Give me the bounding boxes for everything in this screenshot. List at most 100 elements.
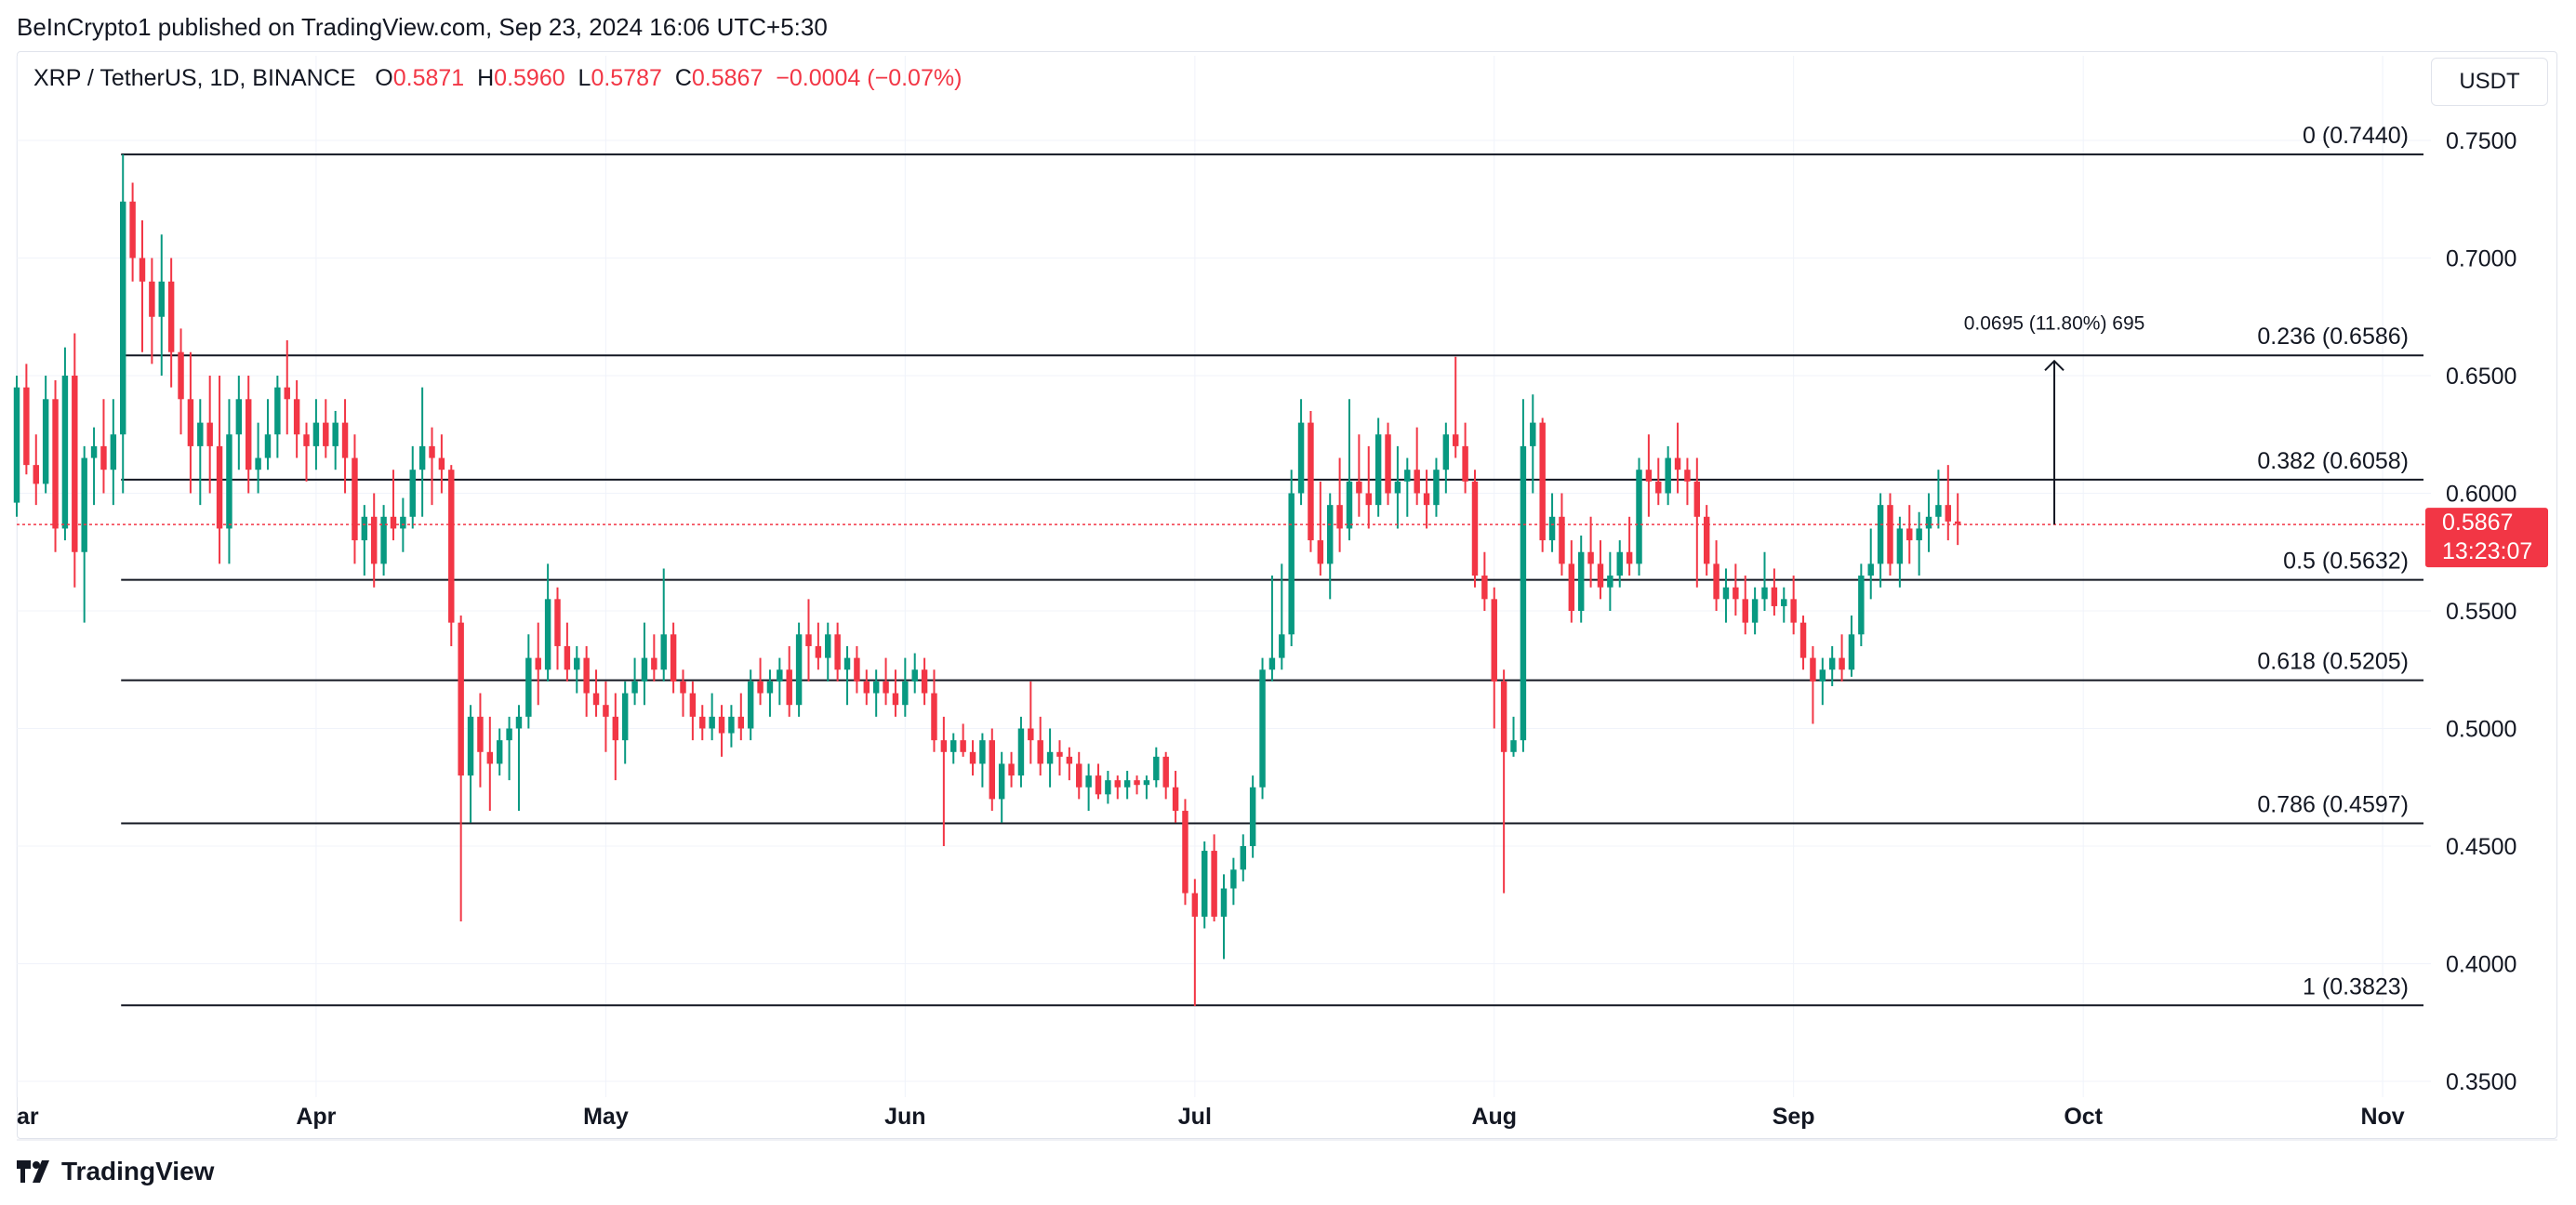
- candle-body: [757, 681, 764, 694]
- candle-body: [1442, 434, 1450, 470]
- candle-body: [100, 445, 107, 470]
- brand-text: TradingView: [61, 1157, 215, 1185]
- candle: [931, 669, 937, 752]
- candle-body: [883, 681, 889, 694]
- low-value: 0.5787: [591, 65, 662, 91]
- candle: [293, 380, 300, 458]
- candle: [1713, 540, 1720, 611]
- candle: [709, 693, 715, 741]
- candle: [989, 728, 996, 812]
- candle: [737, 693, 745, 741]
- axis-layer: 0.7500 0.7000 0.6500 0.6000 0.5500 0.5000 0.45…: [17, 128, 2548, 1130]
- candle-body: [158, 281, 165, 317]
- candle-body: [1085, 775, 1092, 788]
- candle-body: [1066, 756, 1073, 764]
- fibonacci-retracement[interactable]: 0 (0.7440) 0.236 (0.6586) 0.382 (0.6058) 0.…: [121, 123, 2423, 1007]
- candle-body: [418, 445, 426, 470]
- candle: [641, 622, 648, 706]
- candle: [1327, 493, 1334, 600]
- candle-body: [1202, 851, 1208, 917]
- candle: [1433, 457, 1440, 517]
- candle-body: [312, 422, 320, 446]
- candle-body: [1510, 740, 1517, 752]
- candle-body: [1597, 563, 1604, 588]
- candle-body: [564, 645, 571, 670]
- candle: [1577, 536, 1585, 623]
- candle-body: [458, 622, 464, 776]
- candle: [1076, 751, 1082, 800]
- candle-body: [1404, 470, 1411, 482]
- symbol-label[interactable]: XRP / TetherUS, 1D, BINANCE: [33, 65, 356, 91]
- candle: [1211, 834, 1217, 921]
- candle: [1616, 540, 1623, 588]
- candle: [1346, 399, 1353, 541]
- candle: [23, 364, 30, 475]
- fib-level-label: 1 (0.3823): [2303, 973, 2409, 1000]
- candles-layer: [13, 154, 1961, 1007]
- candle-body: [1374, 434, 1382, 506]
- candle-body: [834, 634, 841, 670]
- candle-body: [737, 716, 745, 729]
- candle-body: [1123, 780, 1131, 788]
- candle: [120, 154, 126, 494]
- candle-body: [554, 599, 561, 646]
- candle: [1877, 493, 1884, 588]
- candle-body: [805, 634, 812, 646]
- measure-label: 0.0695 (11.80%) 695: [1964, 312, 2145, 334]
- price-tick-label: 0.5000: [2446, 717, 2516, 743]
- candle: [332, 410, 339, 470]
- candle: [1046, 728, 1054, 788]
- candle-body: [979, 740, 986, 764]
- date-tick-label: Aug: [1471, 1104, 1517, 1130]
- candle-body: [274, 387, 281, 435]
- candle-body: [766, 681, 774, 694]
- candle: [1095, 763, 1102, 800]
- candle-body: [110, 434, 117, 470]
- currency-button[interactable]: USDT: [2431, 58, 2548, 106]
- candle: [680, 669, 686, 717]
- candle: [1017, 716, 1025, 788]
- candle-body: [1279, 634, 1285, 658]
- candle-body: [61, 376, 69, 529]
- candle-body: [226, 434, 232, 529]
- candle-body: [574, 657, 580, 670]
- candle-body: [1143, 780, 1150, 786]
- candle-body: [1636, 470, 1642, 564]
- candle-body: [1645, 470, 1653, 482]
- tradingview-brand[interactable]: TradingView: [17, 1157, 214, 1186]
- candle: [496, 728, 503, 776]
- candle-body: [1761, 587, 1768, 600]
- candle-body: [1491, 599, 1497, 682]
- candle: [139, 220, 146, 352]
- candle-body: [786, 669, 792, 706]
- candle: [777, 657, 783, 706]
- candle: [1114, 775, 1121, 800]
- candle-body: [583, 657, 590, 694]
- candle-body: [1249, 787, 1256, 846]
- candle: [1530, 394, 1536, 494]
- candle: [1297, 399, 1305, 506]
- candle: [1028, 681, 1034, 764]
- grid-layer: [16, 56, 2557, 1141]
- candle-body: [1771, 587, 1778, 606]
- candle-body: [699, 716, 706, 729]
- candle: [950, 733, 957, 764]
- candle-body: [1742, 599, 1748, 623]
- candle-body: [795, 634, 803, 706]
- candle: [110, 399, 117, 506]
- candle-body: [1548, 516, 1556, 541]
- candle: [72, 333, 78, 588]
- candle-body: [370, 516, 378, 564]
- date-tick-label: Jul: [1178, 1104, 1212, 1130]
- high-value: 0.5960: [494, 65, 565, 91]
- candle: [52, 380, 59, 552]
- candle-body: [931, 693, 937, 741]
- candle-body: [438, 457, 445, 470]
- candle-body: [506, 728, 512, 741]
- candle: [409, 445, 416, 529]
- candle: [603, 681, 609, 752]
- candle-body: [1433, 470, 1440, 506]
- candle-body: [1935, 505, 1942, 517]
- candle: [718, 705, 725, 757]
